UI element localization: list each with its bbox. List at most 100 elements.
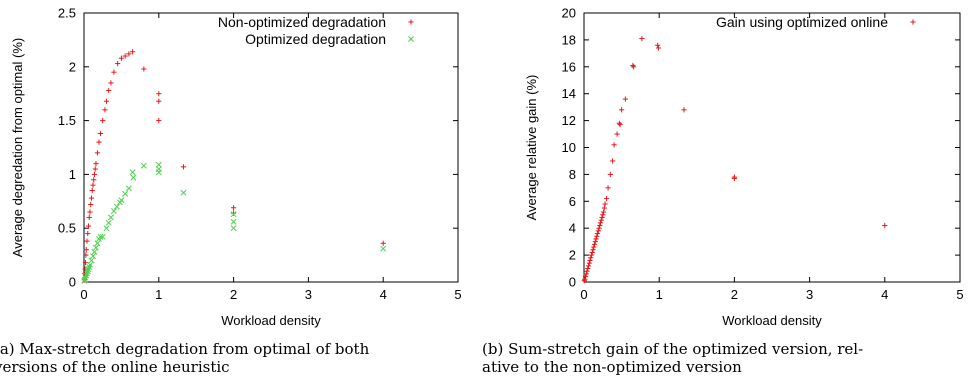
data-point-b-0-47: [882, 222, 888, 229]
data-point-a-1-21: [113, 203, 120, 210]
data-point-a-0-17: [92, 166, 98, 172]
data-point-b-0-36: [617, 122, 623, 128]
data-point-a-0-7: [85, 230, 91, 237]
series-b-0: [581, 35, 888, 284]
y-tick-label-b-8: 16: [562, 59, 576, 74]
data-point-a-0-8: [85, 223, 92, 229]
data-point-a-0-21: [97, 130, 104, 137]
data-point-a-1-36: [380, 245, 387, 252]
data-point-a-1-15: [97, 233, 104, 240]
y-tick-label-b-4: 8: [569, 167, 576, 182]
data-point-a-0-20: [96, 139, 102, 145]
y-tick-label-a-0: 0: [69, 275, 76, 290]
data-point-a-0-22: [100, 118, 106, 124]
data-point-a-1-29: [155, 161, 162, 168]
data-point-b-0-34: [614, 131, 620, 137]
data-point-b-0-9: [588, 255, 594, 261]
y-tick-label-b-1: 2: [569, 248, 576, 263]
data-point-a-1-8: [87, 261, 93, 268]
legend-label-a-1: Optimized degradation: [245, 31, 386, 47]
data-point-b-0-30: [605, 185, 611, 191]
data-point-a-1-19: [107, 214, 114, 221]
data-point-b-0-4: [584, 268, 590, 274]
x-tick-label-b-2: 2: [731, 287, 738, 302]
data-point-a-1-12: [93, 244, 99, 251]
data-point-a-1-32: [180, 189, 187, 196]
data-point-b-0-29: [603, 196, 610, 202]
data-point-a-0-15: [91, 177, 97, 183]
data-point-a-0-29: [118, 55, 124, 61]
data-point-a-0-6: [84, 238, 90, 244]
data-point-b-0-6: [585, 263, 592, 269]
data-point-a-1-23: [118, 197, 125, 204]
data-point-b-0-26: [600, 209, 607, 215]
data-point-a-1-35: [230, 225, 237, 232]
y-axis-label-a: Average degredation from optimal (%): [10, 38, 25, 257]
x-tick-label-b-5: 5: [956, 287, 963, 302]
y-tick-label-b-10: 20: [562, 6, 576, 21]
data-point-a-0-11: [88, 201, 94, 208]
data-point-a-1-28: [140, 162, 147, 169]
y-tick-label-b-0: 0: [569, 275, 576, 290]
y-tick-label-a-2: 1: [69, 167, 76, 182]
data-point-b-0-10: [588, 252, 595, 258]
y-tick-label-b-7: 14: [562, 86, 576, 101]
data-point-a-0-4: [83, 252, 89, 258]
plot-frame-b: [583, 12, 961, 283]
series-a-0: [81, 49, 386, 283]
legend-marker-b-0: [910, 19, 916, 25]
data-point-b-0-44: [681, 107, 687, 113]
data-point-b-0-27: [601, 205, 607, 211]
data-point-a-0-36: [156, 118, 162, 124]
legend-marker-a-0: [408, 19, 414, 25]
y-tick-label-a-1: 0.5: [58, 221, 76, 236]
x-tick-label-a-4: 4: [380, 287, 387, 302]
x-tick-label-a-1: 1: [155, 287, 162, 302]
data-point-a-1-17: [103, 225, 110, 232]
data-point-b-0-28: [602, 201, 608, 207]
caption-b-line2: ative to the non-optimized version: [482, 358, 742, 376]
x-tick-label-b-4: 4: [881, 287, 888, 302]
data-point-b-0-41: [639, 35, 645, 42]
data-point-b-0-21: [597, 222, 603, 229]
data-point-a-1-33: [230, 211, 237, 218]
data-point-a-0-24: [103, 98, 110, 104]
x-tick-label-a-0: 0: [80, 287, 87, 302]
data-point-a-0-5: [83, 247, 89, 253]
x-tick-label-b-1: 1: [656, 287, 663, 302]
data-point-a-1-31: [155, 169, 162, 176]
data-point-a-0-33: [141, 66, 147, 72]
data-point-b-0-12: [590, 247, 596, 253]
data-point-b-0-24: [599, 214, 605, 221]
data-point-a-0-40: [380, 240, 386, 246]
y-tick-label-b-6: 12: [562, 113, 576, 128]
data-point-b-0-42: [655, 42, 661, 48]
y-tick-label-a-5: 2.5: [58, 6, 76, 21]
data-point-b-0-16: [593, 236, 599, 242]
x-axis-label-a: Workload density: [221, 313, 321, 328]
y-tick-label-b-5: 10: [562, 140, 576, 155]
data-point-b-0-22: [597, 220, 604, 226]
data-point-b-0-11: [589, 249, 595, 256]
data-point-b-0-14: [591, 241, 598, 247]
y-tick-label-a-3: 1.5: [58, 113, 76, 128]
x-axis-label-b: Workload density: [722, 313, 822, 328]
data-point-b-0-25: [600, 212, 606, 218]
caption-a-line1: (a) Max-stretch degradation from optimal…: [0, 340, 370, 358]
data-point-a-0-34: [156, 91, 162, 97]
caption-a-line2: versions of the online heuristic: [0, 358, 230, 376]
data-point-b-0-15: [592, 239, 598, 245]
legend-marker-a-1: [408, 36, 414, 42]
data-point-a-0-30: [122, 53, 128, 59]
data-point-a-1-20: [110, 208, 117, 214]
data-point-b-0-5: [585, 265, 591, 272]
x-tick-label-b-3: 3: [806, 287, 813, 302]
caption-b: (b) Sum-stretch gain of the optimized ve…: [482, 340, 863, 376]
data-point-b-0-32: [609, 158, 616, 164]
data-point-b-0-38: [622, 96, 628, 102]
data-point-a-0-35: [156, 98, 162, 104]
data-point-b-0-13: [591, 244, 597, 250]
y-tick-label-b-2: 4: [569, 221, 576, 236]
